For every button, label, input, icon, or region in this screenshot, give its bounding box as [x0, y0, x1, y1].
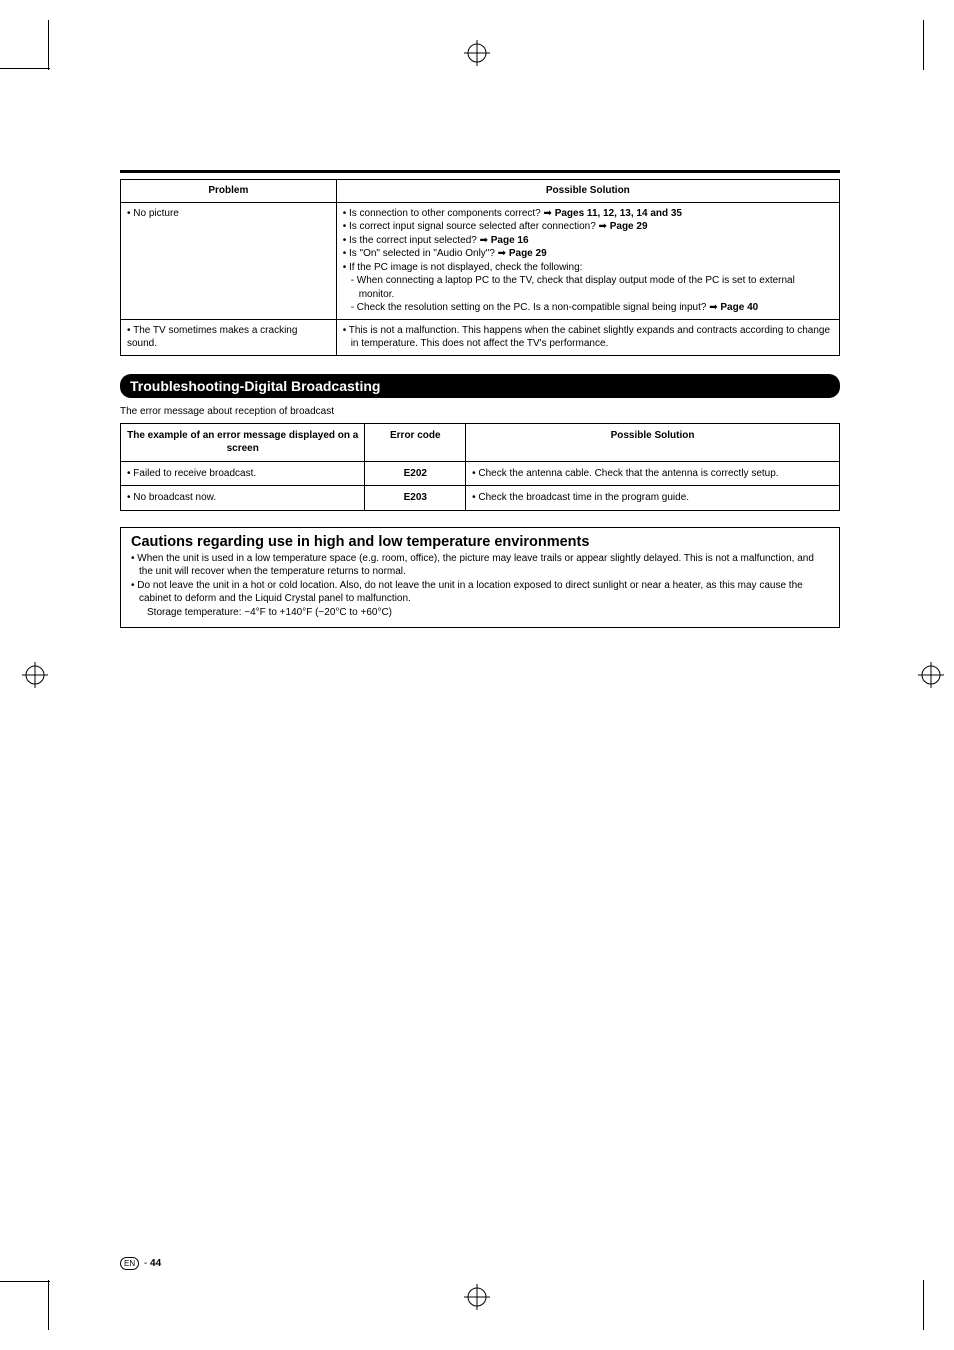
error-code-cell: E203: [365, 486, 466, 511]
solution-line: • Is connection to other components corr…: [343, 207, 833, 221]
table-header: Problem: [121, 180, 337, 203]
error-code-cell: E202: [365, 461, 466, 486]
error-message-cell: • Failed to receive broadcast.: [121, 461, 365, 486]
table-header: Possible Solution: [466, 423, 840, 461]
table-header: Possible Solution: [336, 180, 839, 203]
error-solution-cell: • Check the broadcast time in the progra…: [466, 486, 840, 511]
section-header-wrap: Troubleshooting-Digital Broadcasting: [120, 374, 840, 398]
page-number-value: 44: [150, 1258, 161, 1269]
cautions-box: Cautions regarding use in high and low t…: [120, 527, 840, 629]
solution-line: - Check the resolution setting on the PC…: [343, 301, 833, 315]
solution-line: - When connecting a laptop PC to the TV,…: [343, 274, 833, 301]
solution-line: • Is the correct input selected? ➡ Page …: [343, 234, 833, 248]
cautions-line: Storage temperature: −4°F to +140°F (−20…: [131, 606, 829, 620]
horizontal-rule: [120, 170, 840, 173]
section-title: Troubleshooting-Digital Broadcasting: [120, 374, 840, 398]
solution-line: • If the PC image is not displayed, chec…: [343, 261, 833, 275]
intro-text: The error message about reception of bro…: [120, 406, 840, 417]
cautions-line: • Do not leave the unit in a hot or cold…: [131, 579, 829, 606]
problem-cell: • The TV sometimes makes a cracking soun…: [121, 319, 337, 355]
solution-line: • This is not a malfunction. This happen…: [343, 324, 833, 351]
cautions-body: • When the unit is used in a low tempera…: [131, 552, 829, 620]
table-row: • No broadcast now.E203• Check the broad…: [121, 486, 840, 511]
registration-mark-icon: [918, 662, 944, 688]
crop-mark: [48, 1280, 49, 1330]
solution-line: • Is "On" selected in "Audio Only"? ➡ Pa…: [343, 247, 833, 261]
page-content: Problem Possible Solution • No picture• …: [120, 170, 840, 628]
registration-mark-icon: [464, 1284, 490, 1310]
page-lang-badge: EN: [120, 1257, 139, 1270]
crop-mark: [0, 68, 50, 69]
cautions-line: • When the unit is used in a low tempera…: [131, 552, 829, 579]
page-number: EN - 44: [120, 1257, 161, 1270]
crop-mark: [923, 20, 924, 70]
error-solution-cell: • Check the antenna cable. Check that th…: [466, 461, 840, 486]
error-message-cell: • No broadcast now.: [121, 486, 365, 511]
crop-mark: [923, 1280, 924, 1330]
table-row: • Failed to receive broadcast.E202• Chec…: [121, 461, 840, 486]
problem-cell: • No picture: [121, 202, 337, 319]
crop-mark: [48, 20, 49, 70]
table-row: • No picture • Is connection to other com…: [121, 202, 840, 319]
solution-cell: • This is not a malfunction. This happen…: [336, 319, 839, 355]
error-code-table: The example of an error message displaye…: [120, 423, 840, 511]
registration-mark-icon: [22, 662, 48, 688]
solution-line: • Is correct input signal source selecte…: [343, 220, 833, 234]
crop-mark: [0, 1281, 50, 1282]
table-header: Error code: [365, 423, 466, 461]
problem-solution-table: Problem Possible Solution • No picture• …: [120, 179, 840, 356]
registration-mark-icon: [464, 40, 490, 66]
table-row: • The TV sometimes makes a cracking soun…: [121, 319, 840, 355]
cautions-title: Cautions regarding use in high and low t…: [131, 534, 829, 550]
table-header: The example of an error message displaye…: [121, 423, 365, 461]
solution-cell: • Is connection to other components corr…: [336, 202, 839, 319]
